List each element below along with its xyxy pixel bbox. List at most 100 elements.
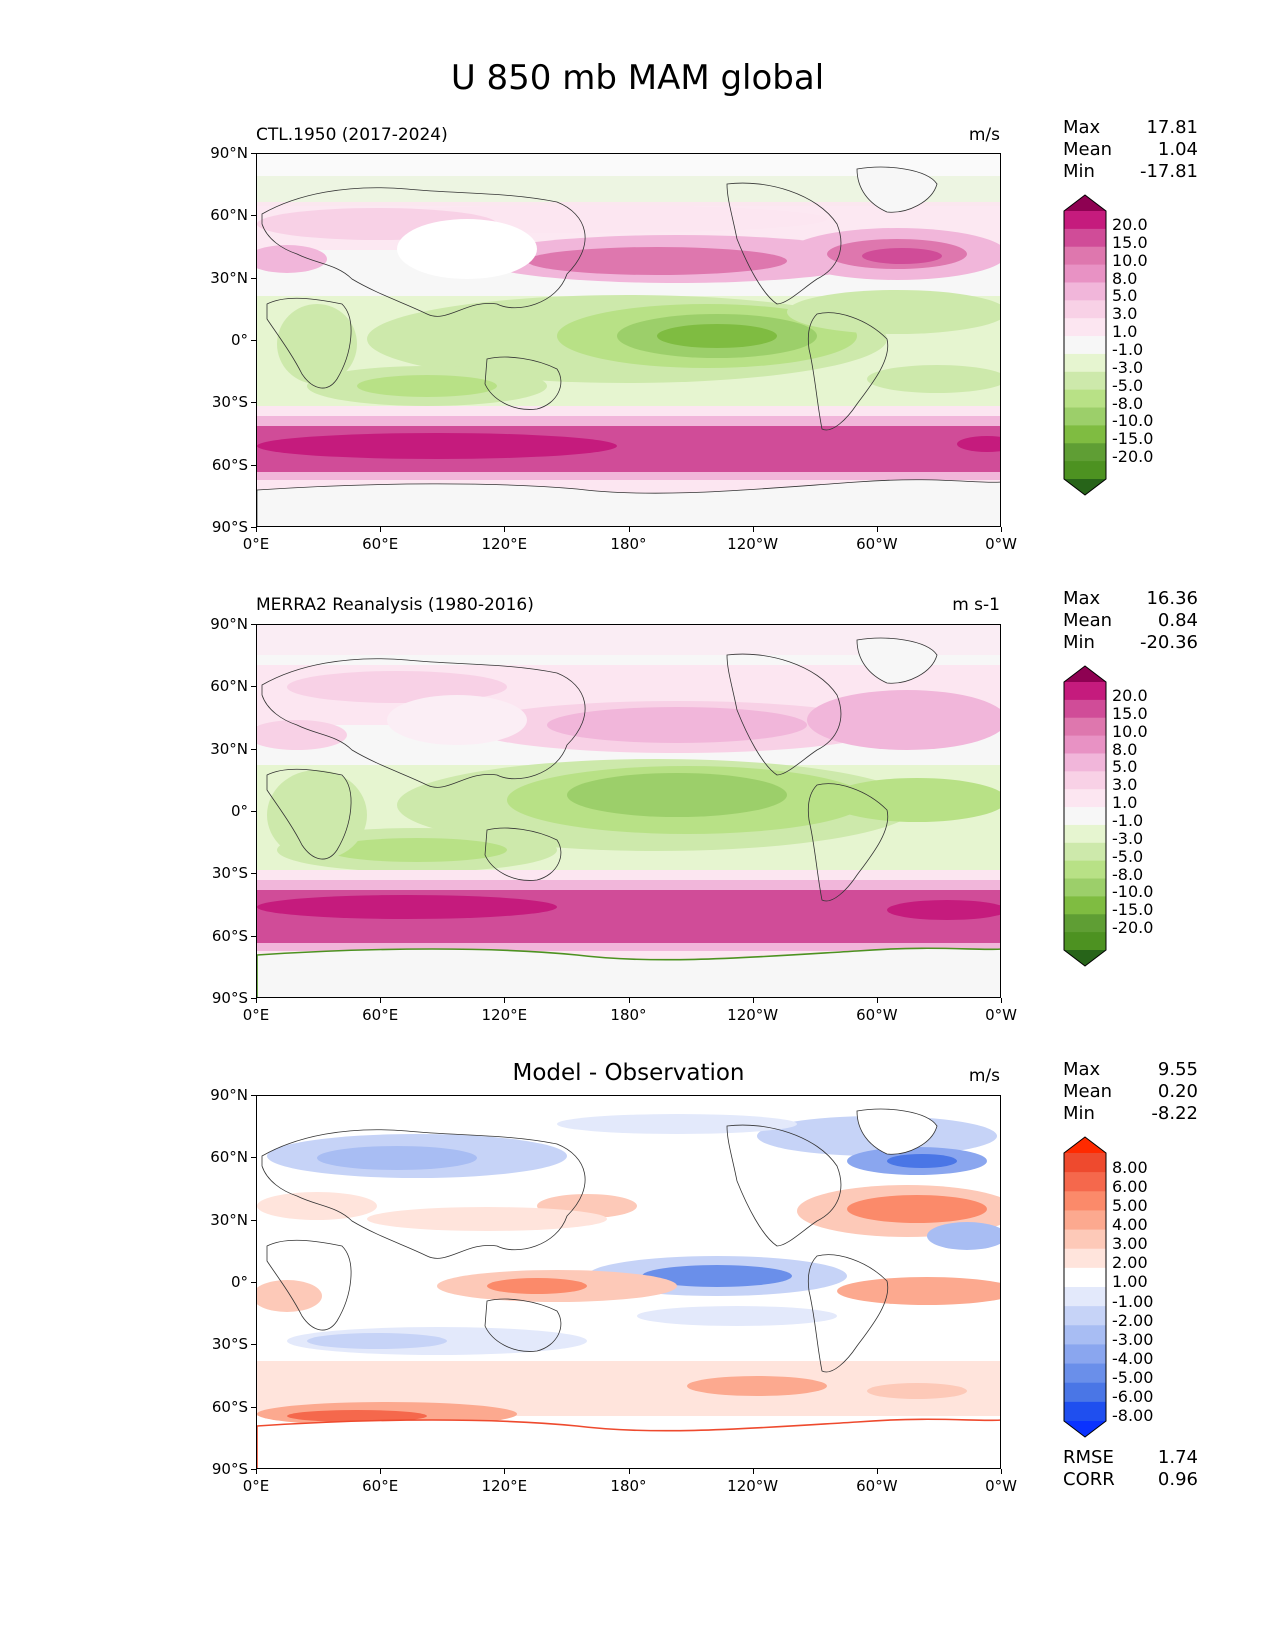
mean-value: 1.04 — [1157, 139, 1198, 160]
mean-label: Mean — [1063, 1081, 1113, 1102]
colorbar-segment — [1064, 1325, 1106, 1345]
panel-1-stats: Max 17.81 Mean 1.04 Min -17.81 — [1063, 117, 1198, 183]
y-tick-mark — [251, 686, 256, 688]
colorbar-segment — [1064, 264, 1106, 283]
colorbar-label: -2.00 — [1112, 1310, 1154, 1330]
x-tick-label: 0°W — [985, 1006, 1017, 1024]
colorbar-label: 5.0 — [1112, 286, 1138, 306]
colorbar-extend-bottom — [1064, 1421, 1106, 1437]
colorbar-label: 8.0 — [1112, 268, 1138, 288]
x-tick-mark — [876, 527, 878, 532]
corr-label: CORR — [1063, 1469, 1115, 1490]
max-value: 9.55 — [1157, 1059, 1198, 1080]
colorbar-segment — [1064, 914, 1106, 933]
colorbar-segment — [1064, 1172, 1106, 1192]
x-tick-label: 180° — [610, 1006, 647, 1024]
x-tick-label: 60°W — [856, 535, 898, 553]
colorbar-segment — [1064, 1401, 1106, 1422]
colorbar-segment — [1064, 824, 1106, 844]
colorbar-segment — [1064, 878, 1106, 897]
y-tick-mark — [251, 402, 256, 404]
colorbar-label: 3.0 — [1112, 304, 1138, 324]
panel-2-units: m s-1 — [952, 595, 1000, 615]
colorbar-segment — [1064, 682, 1106, 701]
max-label: Max — [1063, 1059, 1101, 1080]
colorbar-segment — [1064, 443, 1106, 462]
colorbar-label: -20.0 — [1112, 447, 1154, 467]
colorbar-segment — [1064, 896, 1106, 915]
colorbar-segment — [1064, 300, 1106, 319]
colorbar-label: 15.0 — [1112, 703, 1148, 723]
y-tick-label: 60°N — [210, 677, 248, 696]
colorbar-label: -20.0 — [1112, 918, 1154, 938]
panel-3-stats: Max 9.55 Mean 0.20 Min -8.22 — [1063, 1059, 1198, 1125]
x-tick-label: 60°E — [362, 535, 399, 553]
x-tick-label: 0°E — [242, 535, 270, 553]
min-label: Min — [1063, 1103, 1095, 1124]
x-tick-label: 120°E — [481, 1477, 528, 1495]
x-tick-mark — [1001, 1469, 1002, 1474]
rmse-value: 1.74 — [1157, 1447, 1198, 1468]
x-tick-label: 60°E — [362, 1477, 399, 1495]
colorbar-label: -8.0 — [1112, 864, 1144, 884]
y-tick-mark — [251, 340, 256, 341]
colorbar-label: -3.0 — [1112, 357, 1144, 377]
colorbar-label: 20.0 — [1112, 685, 1148, 705]
colorbar-label: -1.0 — [1112, 340, 1144, 359]
max-label: Max — [1063, 117, 1101, 138]
x-tick-label: 180° — [610, 535, 647, 553]
x-tick-label: 120°W — [727, 535, 779, 553]
colorbar-label: 5.0 — [1112, 757, 1138, 777]
colorbar-segment — [1064, 1287, 1106, 1307]
colorbar-segment — [1064, 717, 1106, 737]
colorbar-segment — [1064, 371, 1106, 391]
colorbar-extend-top — [1064, 195, 1106, 211]
x-tick-label: 0°E — [242, 1477, 270, 1495]
colorbar-label: 3.0 — [1112, 775, 1138, 795]
y-tick-mark — [251, 873, 256, 875]
x-tick-label: 0°E — [242, 1006, 270, 1024]
colorbar-label: -3.00 — [1112, 1329, 1154, 1349]
colorbar-label: 4.00 — [1112, 1215, 1148, 1234]
colorbar-segment — [1064, 461, 1106, 480]
panel-2-stats: Max 16.36 Mean 0.84 Min -20.36 — [1063, 588, 1198, 654]
y-tick-mark — [251, 153, 256, 154]
colorbar-label: 20.0 — [1112, 214, 1148, 234]
colorbar-label: -4.00 — [1112, 1349, 1154, 1368]
x-tick-label: 0°W — [985, 1477, 1017, 1495]
colorbar-segment — [1064, 407, 1106, 426]
panel-1-units: m/s — [968, 125, 1000, 145]
y-tick-label: 0° — [230, 331, 248, 349]
y-tick-label: 30°S — [211, 393, 248, 412]
y-tick-label: 90°N — [210, 144, 248, 162]
x-tick-mark — [876, 1469, 878, 1474]
colorbar-label: -5.0 — [1112, 375, 1144, 395]
colorbar-segment — [1064, 1191, 1106, 1211]
y-tick-mark — [251, 215, 256, 217]
colorbar-segment — [1064, 860, 1106, 880]
y-tick-mark — [251, 998, 256, 999]
panel-3-units: m/s — [968, 1066, 1000, 1086]
colorbar-segment — [1064, 336, 1106, 355]
colorbar-segment — [1064, 1153, 1106, 1173]
colorbar-segment — [1064, 789, 1106, 808]
x-tick-mark — [628, 1469, 630, 1474]
y-tick-mark — [251, 1219, 256, 1221]
y-tick-label: 60°S — [211, 455, 248, 474]
colorbar-segment — [1064, 1267, 1106, 1288]
colorbar-label: 15.0 — [1112, 232, 1148, 252]
colorbar-segment — [1064, 735, 1106, 754]
y-tick-label: 90°N — [210, 615, 248, 633]
x-tick-mark — [1001, 998, 1002, 1003]
colorbar — [1063, 194, 1107, 496]
x-tick-label: 120°W — [727, 1006, 779, 1024]
colorbar-label: -10.0 — [1112, 882, 1154, 902]
x-tick-label: 120°W — [727, 1477, 779, 1495]
max-value: 17.81 — [1146, 117, 1198, 138]
colorbar-segment — [1064, 246, 1106, 266]
x-tick-mark — [256, 1469, 257, 1474]
colorbar-label: 2.00 — [1112, 1253, 1148, 1273]
x-tick-mark — [752, 527, 754, 532]
y-tick-label: 60°S — [211, 926, 248, 945]
colorbar-segment — [1064, 842, 1106, 862]
